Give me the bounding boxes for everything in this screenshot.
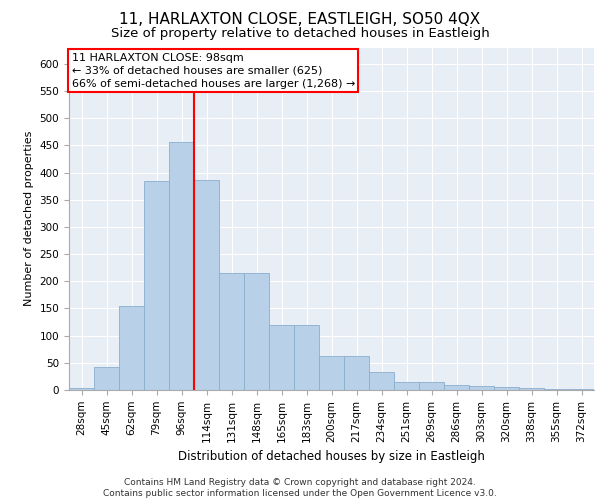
Bar xyxy=(319,356,344,390)
Bar xyxy=(194,180,219,390)
Bar xyxy=(119,306,144,390)
Bar xyxy=(144,180,169,390)
Bar xyxy=(444,384,469,390)
Bar xyxy=(169,142,194,390)
Bar xyxy=(494,388,519,390)
Bar xyxy=(519,388,544,390)
Text: 11 HARLAXTON CLOSE: 98sqm
← 33% of detached houses are smaller (625)
66% of semi: 11 HARLAXTON CLOSE: 98sqm ← 33% of detac… xyxy=(71,52,355,89)
Bar xyxy=(394,382,419,390)
Bar xyxy=(219,273,244,390)
Y-axis label: Number of detached properties: Number of detached properties xyxy=(24,131,34,306)
Text: 11, HARLAXTON CLOSE, EASTLEIGH, SO50 4QX: 11, HARLAXTON CLOSE, EASTLEIGH, SO50 4QX xyxy=(119,12,481,28)
Bar xyxy=(469,386,494,390)
Bar xyxy=(419,382,444,390)
Bar xyxy=(544,389,569,390)
Bar xyxy=(269,325,294,390)
Bar xyxy=(244,273,269,390)
Text: Size of property relative to detached houses in Eastleigh: Size of property relative to detached ho… xyxy=(110,28,490,40)
X-axis label: Distribution of detached houses by size in Eastleigh: Distribution of detached houses by size … xyxy=(178,450,485,463)
Bar xyxy=(294,325,319,390)
Bar xyxy=(94,367,119,390)
Bar xyxy=(369,372,394,390)
Text: Contains HM Land Registry data © Crown copyright and database right 2024.
Contai: Contains HM Land Registry data © Crown c… xyxy=(103,478,497,498)
Bar xyxy=(344,356,369,390)
Bar xyxy=(69,388,94,390)
